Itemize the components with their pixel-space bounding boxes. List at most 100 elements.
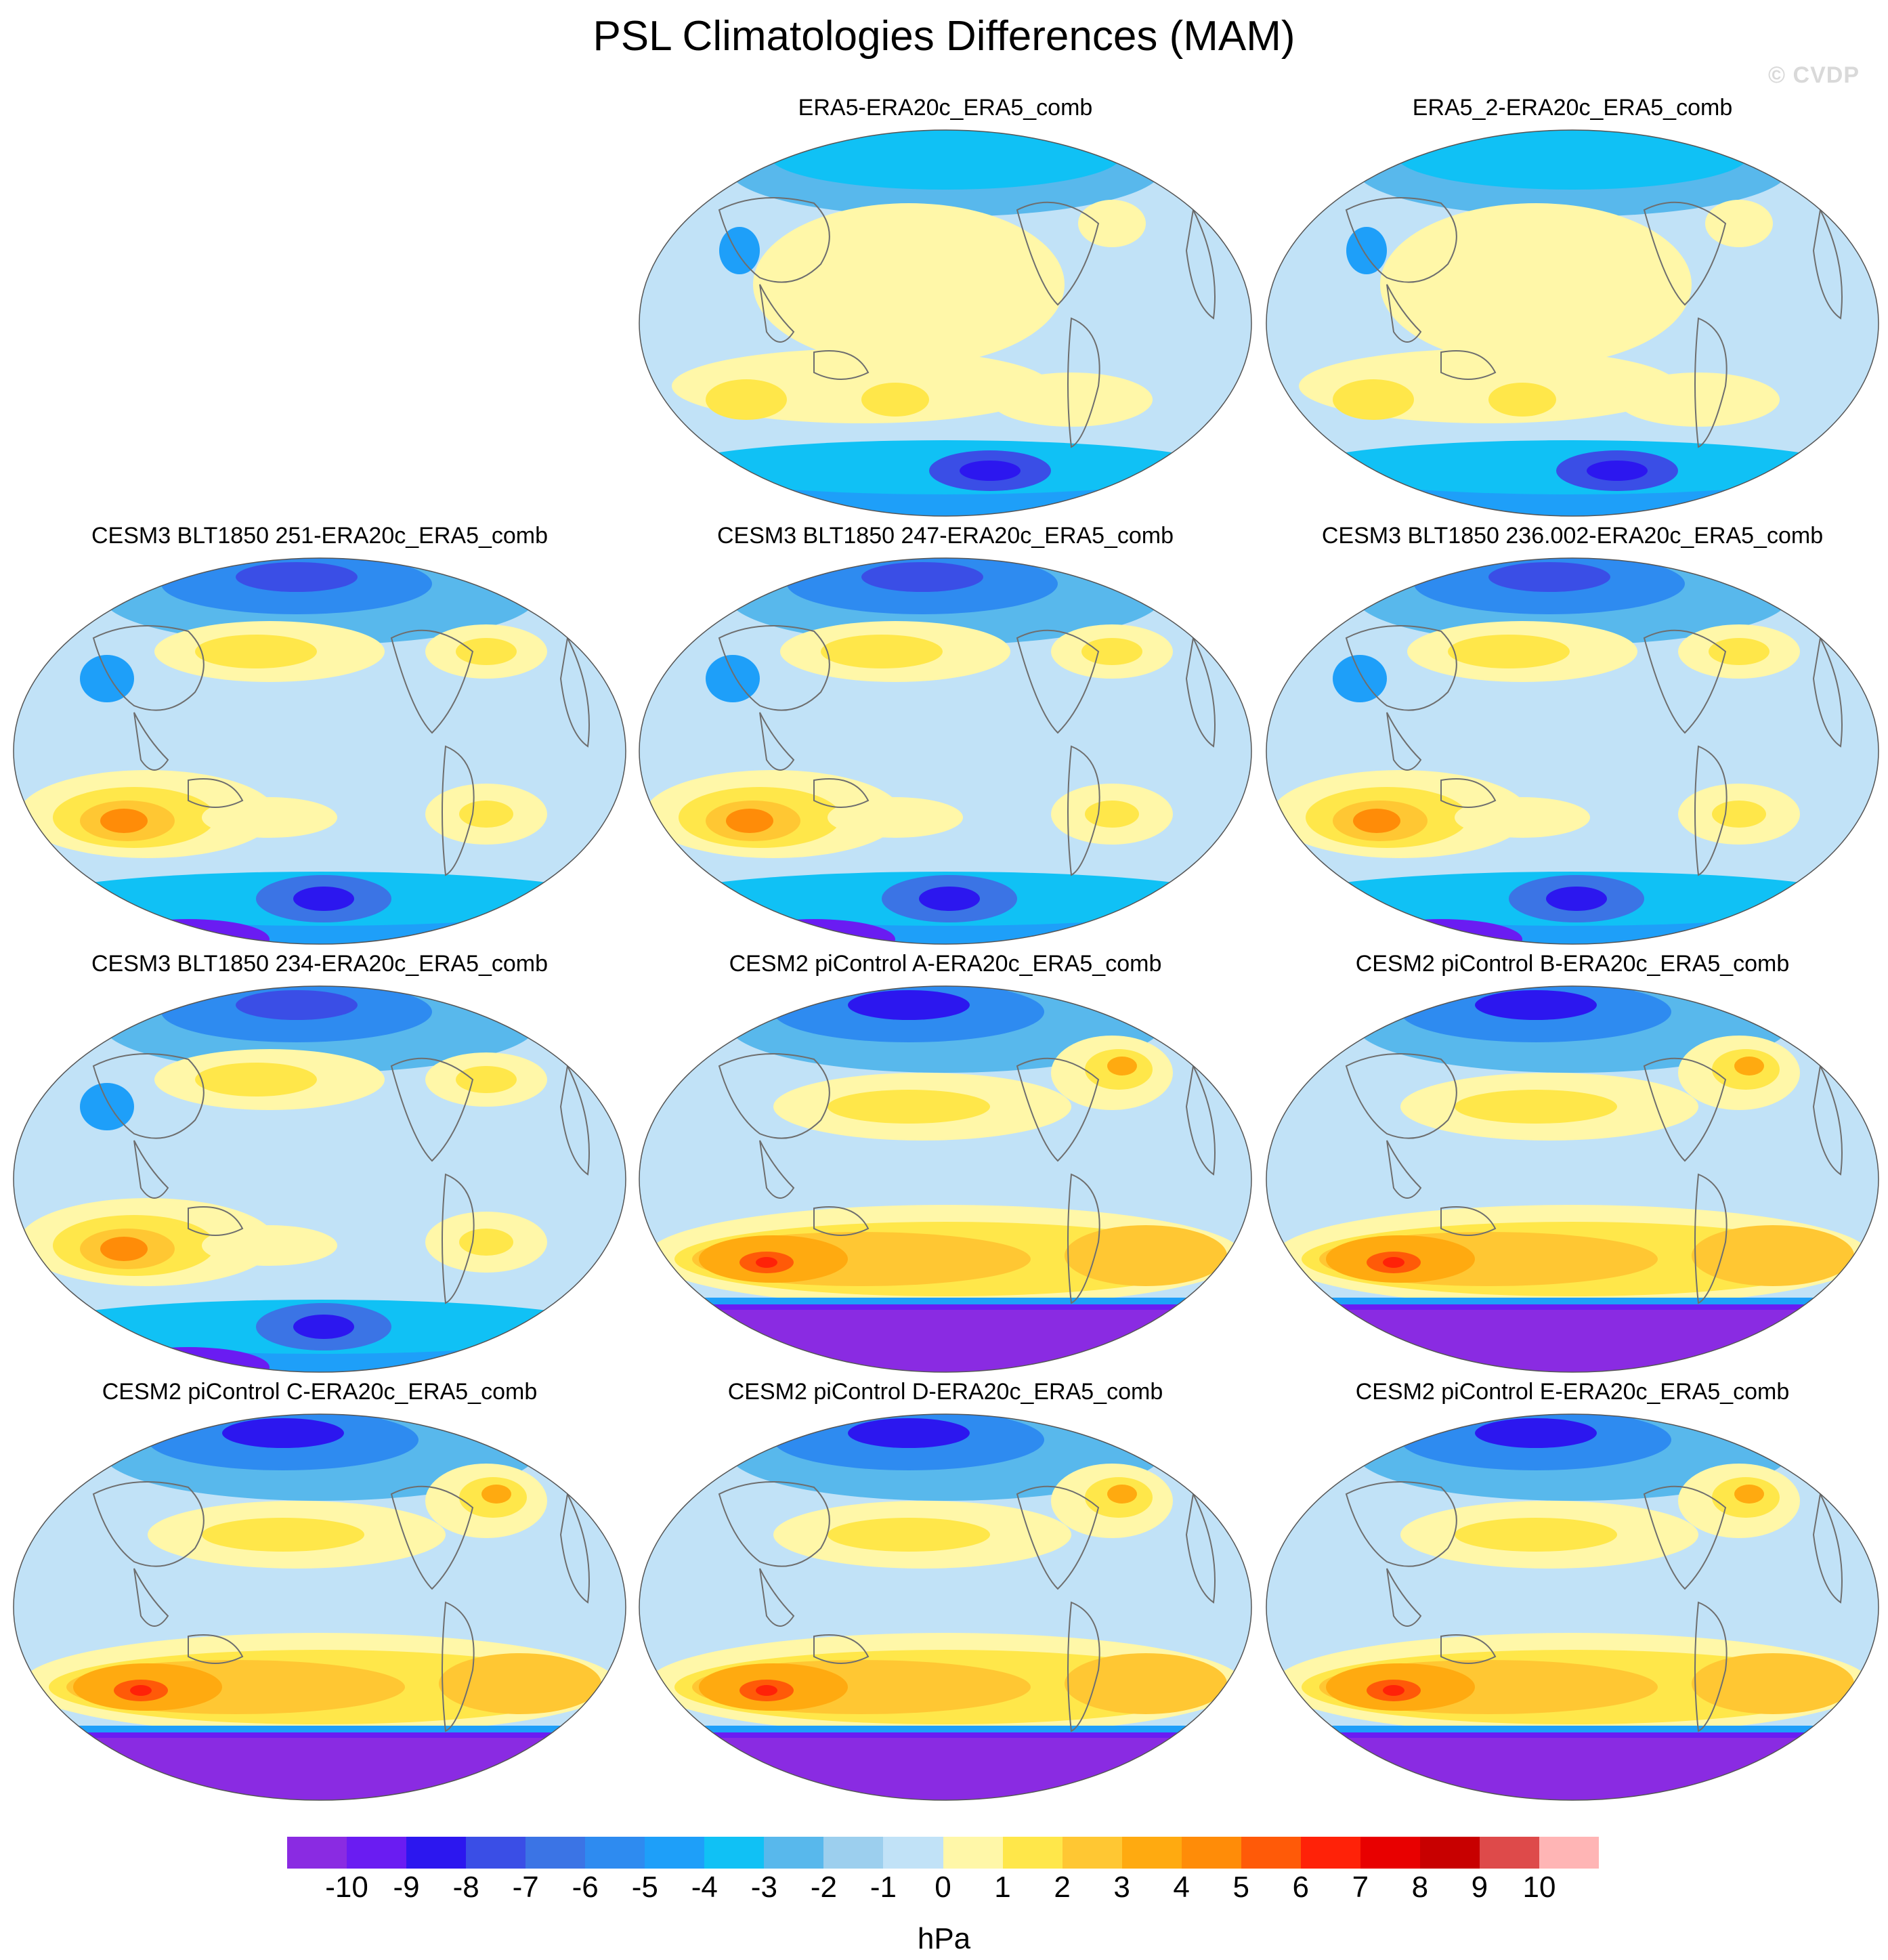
psl-contour-region [769, 130, 1121, 190]
psl-contour-region [80, 1083, 134, 1130]
colorbar-swatch [943, 1837, 1004, 1869]
psl-contour-region [1081, 638, 1142, 665]
psl-contour-region [80, 655, 134, 702]
psl-contour-region [1266, 1310, 1879, 1372]
psl-contour-region [756, 1685, 777, 1696]
colorbar [287, 1837, 1600, 1869]
coastline [1812, 635, 1843, 748]
psl-contour-region [726, 809, 773, 833]
psl-contour-region [1383, 1685, 1404, 1696]
coastline [92, 625, 205, 711]
psl-contour-region [1383, 1257, 1404, 1268]
coastline [133, 712, 169, 771]
coastline [1440, 778, 1497, 808]
psl-contour-region [202, 1225, 337, 1266]
colorbar-swatch [1181, 1837, 1242, 1869]
world-map [1266, 129, 1879, 517]
coastline [1440, 350, 1497, 380]
psl-contour-region [1709, 638, 1769, 665]
psl-contour-region [706, 655, 760, 702]
coastline [759, 284, 795, 343]
coastline [1067, 1173, 1100, 1304]
coastline [188, 1634, 244, 1664]
coastline [1386, 1140, 1422, 1199]
map-panel: CESM2 piControl B-ERA20c_ERA5_comb [1265, 951, 1880, 1376]
psl-contour-region [100, 809, 148, 833]
colorbar-tick-label: -5 [631, 1871, 658, 1904]
psl-contour-region [195, 1063, 317, 1096]
coastline [390, 1057, 474, 1162]
coastline [442, 1601, 475, 1732]
psl-contour-region [1346, 227, 1387, 274]
coastline [559, 635, 590, 748]
psl-contour-region [1488, 562, 1610, 592]
world-map [639, 985, 1252, 1373]
psl-contour-region [861, 562, 983, 592]
colorbar-swatch [466, 1837, 526, 1869]
psl-contour-region [195, 635, 317, 668]
map-panel: CESM2 piControl A-ERA20c_ERA5_comb [638, 951, 1253, 1376]
psl-contour-region [639, 1310, 1251, 1372]
psl-contour-region [1475, 1418, 1597, 1448]
map-border [639, 985, 1252, 1373]
coastline [133, 1568, 169, 1627]
world-map [13, 557, 626, 945]
psl-contour-region [100, 1237, 148, 1261]
psl-contour-region [756, 1257, 777, 1268]
colorbar-tick-label: 8 [1411, 1871, 1429, 1904]
psl-contour-region [1065, 1653, 1227, 1714]
psl-contour-region [456, 638, 517, 665]
coastline [1185, 1063, 1216, 1176]
colorbar-tick-label: 4 [1173, 1871, 1190, 1904]
psl-contour-region [990, 372, 1153, 427]
coastline [759, 1140, 795, 1199]
psl-contour-region [753, 203, 1065, 366]
panel-title: CESM2 piControl A-ERA20c_ERA5_comb [729, 951, 1162, 977]
colorbar-tick-label: -9 [393, 1871, 420, 1904]
cvdp-watermark: © CVDP [1768, 62, 1860, 88]
coastline [559, 1063, 590, 1176]
panel-title: CESM3 BLT1850 251-ERA20c_ERA5_comb [91, 523, 549, 549]
panel-title: CESM2 piControl E-ERA20c_ERA5_comb [1355, 1379, 1790, 1405]
colorbar-swatch [347, 1837, 407, 1869]
coastline [718, 197, 830, 283]
psl-contour-region [821, 635, 943, 668]
psl-contour-region [14, 1726, 626, 1732]
psl-contour-region [1396, 130, 1748, 190]
psl-contour-region [1333, 379, 1414, 420]
map-panel: CESM3 BLT1850 234-ERA20c_ERA5_comb [12, 951, 627, 1376]
coastline [1345, 625, 1457, 711]
coastline [1016, 1485, 1100, 1590]
map-panel: CESM3 BLT1850 236.002-ERA20c_ERA5_comb [1265, 523, 1880, 948]
psl-contour-region [1546, 887, 1607, 911]
map-border [1266, 1413, 1879, 1801]
psl-contour-region [293, 1315, 354, 1339]
coastline [1345, 197, 1457, 283]
coastline [1185, 207, 1216, 320]
panel-title: CESM3 BLT1850 236.002-ERA20c_ERA5_comb [1321, 523, 1824, 549]
world-map [13, 1413, 626, 1801]
panel-title: CESM3 BLT1850 234-ERA20c_ERA5_comb [91, 951, 549, 977]
colorbar-swatch [1360, 1837, 1421, 1869]
coastline [718, 1053, 830, 1139]
coastline [442, 1173, 475, 1304]
colorbar-tick-label: 6 [1292, 1871, 1309, 1904]
panel-title: CESM3 BLT1850 247-ERA20c_ERA5_comb [716, 523, 1174, 549]
coastline [1185, 1491, 1216, 1604]
colorbar-tick-label: 7 [1352, 1871, 1369, 1904]
psl-contour-region [1107, 1485, 1137, 1504]
psl-contour-region [1692, 1225, 1854, 1286]
coastline [1067, 1601, 1100, 1732]
psl-contour-region [1107, 1057, 1137, 1075]
map-border [13, 985, 626, 1373]
panel-title: CESM2 piControl D-ERA20c_ERA5_comb [727, 1379, 1163, 1405]
colorbar-tick-label: 2 [1054, 1871, 1071, 1904]
psl-contour-region [848, 990, 970, 1020]
psl-contour-region [459, 801, 513, 828]
colorbar-units: hPa [917, 1922, 971, 1955]
psl-contour-region [1353, 809, 1400, 833]
coastline [559, 1491, 590, 1604]
world-map [639, 1413, 1252, 1801]
colorbar-swatch [645, 1837, 705, 1869]
coastline [1694, 745, 1728, 876]
